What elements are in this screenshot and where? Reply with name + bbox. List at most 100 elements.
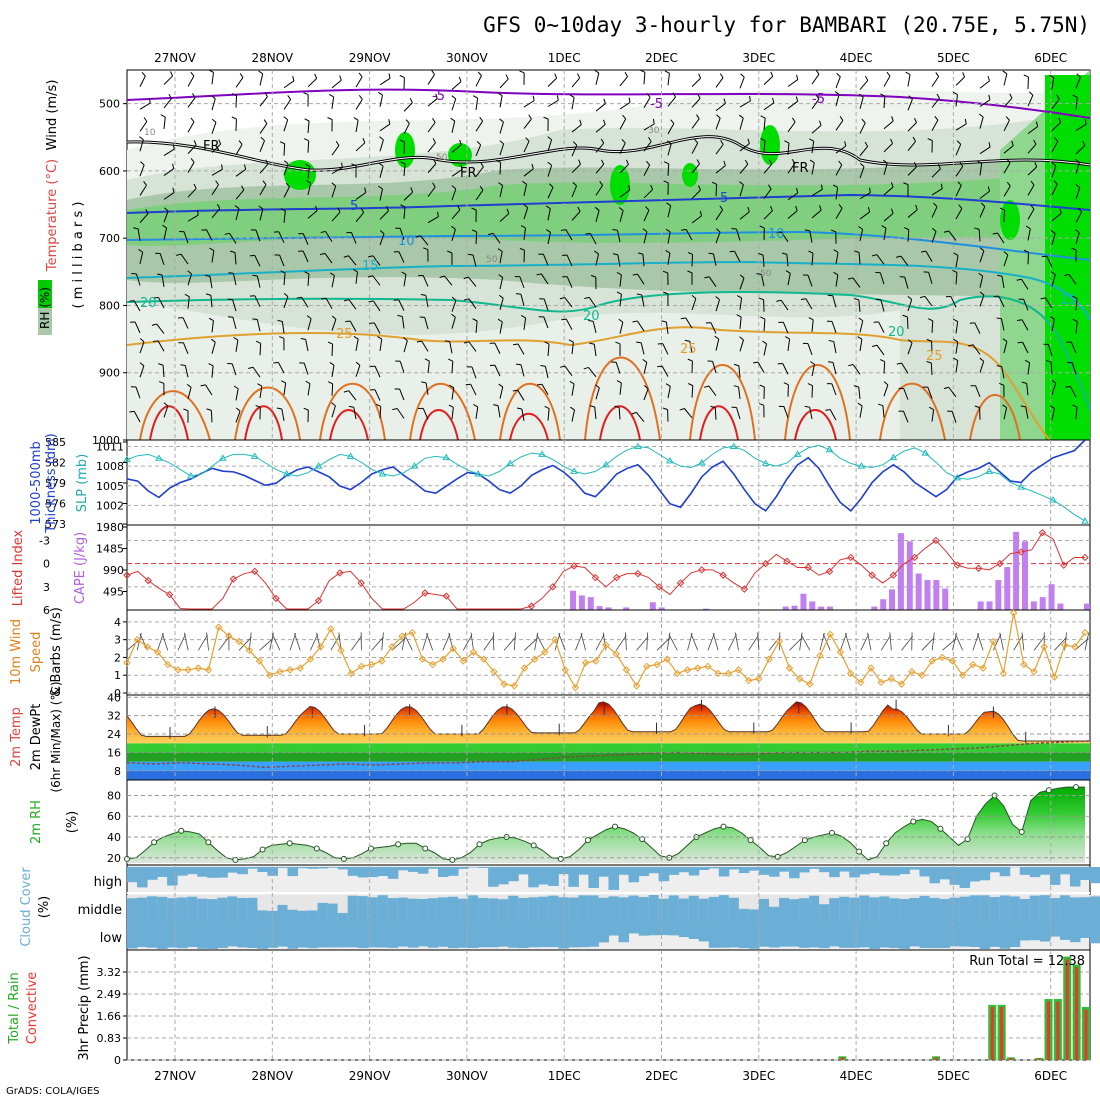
cloud-low-cell bbox=[277, 923, 288, 947]
cloud-middle-cell bbox=[137, 897, 148, 923]
wind-barb-flag bbox=[183, 408, 189, 412]
wind-barb-flag bbox=[1050, 405, 1055, 409]
thickness-line bbox=[126, 439, 1086, 512]
wind-barb-flag bbox=[996, 365, 1002, 368]
wind-speed-point bbox=[755, 675, 763, 683]
wind-barb-flag bbox=[881, 225, 887, 229]
wind-barb bbox=[907, 141, 916, 152]
wind-barb bbox=[355, 142, 366, 152]
wind-barb-flag bbox=[447, 250, 453, 254]
wind-barb-flag bbox=[421, 381, 427, 384]
surface-wind-barb bbox=[727, 634, 737, 651]
wind-barb bbox=[595, 163, 605, 174]
wind-barb-flag bbox=[531, 163, 534, 169]
wind-barb-flag bbox=[1034, 162, 1038, 168]
top-date-label: 27NOV bbox=[154, 51, 196, 65]
wind-barb bbox=[427, 163, 437, 174]
wind-barb-flag bbox=[749, 95, 751, 102]
wind-barb bbox=[925, 250, 933, 262]
wind-barb-flag bbox=[243, 164, 247, 170]
wind-barb-flag bbox=[1049, 74, 1054, 78]
surface-wind-barb bbox=[840, 633, 847, 651]
wind-barb-flag bbox=[807, 383, 813, 387]
wind-barb-flag bbox=[540, 365, 546, 367]
wind-barb-flag bbox=[569, 380, 575, 385]
wind-barb-flag bbox=[164, 207, 169, 212]
wind-barb-flag bbox=[785, 270, 791, 274]
wind-barb-flag bbox=[912, 136, 916, 142]
cloud-middle-cell bbox=[949, 897, 961, 923]
wind-barb-flag bbox=[857, 336, 863, 340]
wind-barb-flag bbox=[953, 338, 959, 343]
cape-bar bbox=[1013, 531, 1020, 610]
wind-barb-flag bbox=[854, 250, 860, 253]
wind-barb-flag bbox=[432, 138, 436, 143]
wind-barb bbox=[571, 124, 582, 133]
cloud-high-cell bbox=[417, 867, 429, 874]
wind-barb bbox=[691, 163, 700, 174]
surface-wind-barb bbox=[238, 636, 252, 651]
rh-point bbox=[937, 825, 944, 832]
wind-barb bbox=[571, 185, 577, 198]
wind-barb-flag bbox=[283, 160, 289, 165]
surface-wind-barb bbox=[860, 633, 870, 651]
cloud-low-cell bbox=[879, 923, 890, 948]
wind-barb bbox=[374, 389, 381, 401]
wind-barb-flag bbox=[770, 205, 773, 211]
cape-bar bbox=[658, 607, 665, 610]
wind-barb-flag bbox=[594, 70, 600, 74]
wind-tick-label: 0 bbox=[114, 687, 121, 700]
wind-barb-flag bbox=[451, 296, 457, 301]
label-25-b: 25 bbox=[680, 342, 697, 357]
surface-wind-barb bbox=[734, 632, 739, 651]
wind-barb bbox=[499, 386, 504, 399]
precip-label-3: 3hr Precip (mm) bbox=[77, 955, 92, 1060]
wind-barb bbox=[859, 146, 868, 157]
wind-barb bbox=[979, 146, 991, 155]
wind-barb-flag bbox=[386, 206, 389, 212]
wind-barb-flag bbox=[457, 205, 461, 211]
cloud-low-cell bbox=[688, 923, 700, 939]
wind-barb-flag bbox=[392, 407, 398, 411]
cloud-low-cell bbox=[748, 923, 760, 949]
wind-barb bbox=[787, 142, 790, 155]
wind-barb bbox=[763, 319, 766, 332]
cloud-high-cell bbox=[437, 867, 449, 878]
wind-barb-flag bbox=[987, 75, 990, 82]
wind-barb bbox=[974, 322, 981, 334]
wind-barb bbox=[355, 271, 359, 284]
wind-barb-flag bbox=[139, 338, 145, 343]
wind-barb bbox=[979, 294, 985, 307]
wind-barb bbox=[858, 252, 861, 265]
label-rh-30: 30 bbox=[648, 126, 660, 136]
rh-point bbox=[557, 855, 564, 862]
cloud-high-cell bbox=[608, 867, 620, 890]
wind-barb bbox=[1003, 120, 1010, 132]
wind-barb bbox=[187, 162, 195, 173]
wind-barb-flag bbox=[1076, 73, 1081, 78]
wind-barb bbox=[187, 273, 193, 286]
cloud-middle-cell bbox=[518, 897, 529, 923]
wind-barb bbox=[449, 341, 453, 354]
wind-barb bbox=[1000, 318, 1005, 331]
wind-barb bbox=[807, 343, 813, 355]
wind-barb bbox=[521, 408, 525, 421]
wind-barb bbox=[738, 365, 741, 378]
lifted-index-point bbox=[719, 571, 727, 579]
wind-barb-flag bbox=[547, 136, 552, 141]
cloud-low-cell bbox=[1090, 923, 1100, 944]
wind-barb bbox=[497, 405, 501, 418]
cloud-middle-cell bbox=[598, 897, 609, 923]
wind-barb-flag bbox=[379, 230, 385, 235]
wind-barb bbox=[451, 144, 462, 153]
wind-barb bbox=[811, 98, 820, 110]
label-15-b: 15 bbox=[1060, 293, 1077, 308]
wind-barb-flag bbox=[379, 136, 384, 141]
wind-barb bbox=[859, 80, 869, 90]
wind-barb bbox=[259, 208, 264, 221]
cloud-high-cell bbox=[347, 867, 359, 876]
wind-barb-flag bbox=[664, 70, 670, 74]
wind-barb bbox=[852, 277, 861, 288]
wind-barb bbox=[979, 361, 985, 373]
wind-barb-flag bbox=[424, 358, 430, 362]
